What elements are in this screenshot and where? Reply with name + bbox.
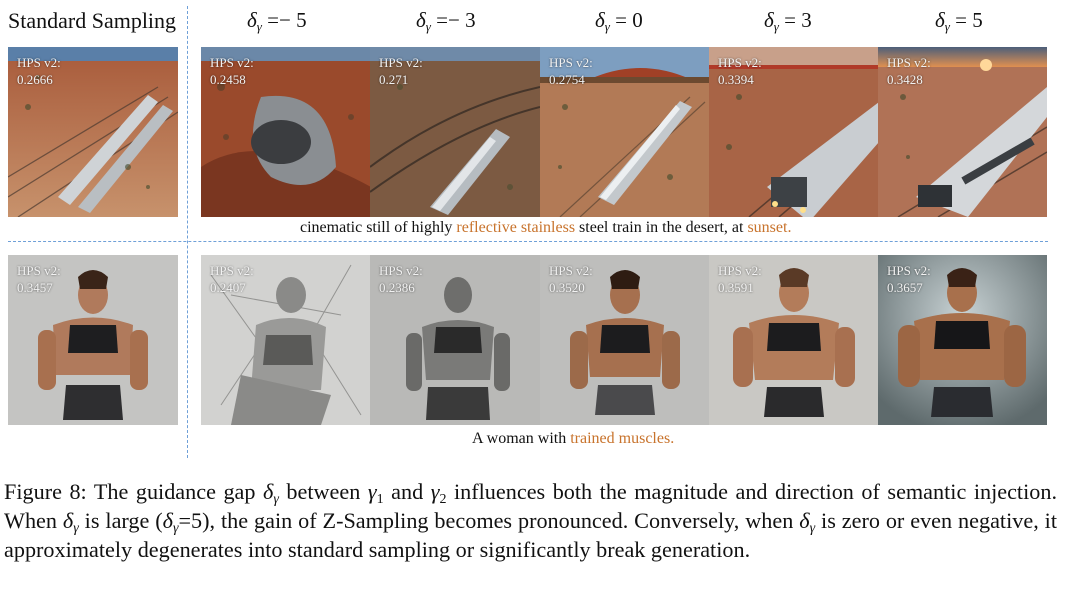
column-header-delta-3: δγ = 3 xyxy=(764,8,812,34)
horizontal-separator xyxy=(8,241,1048,242)
train-image-delta-minus3: HPS v2: 0.271 xyxy=(370,47,540,217)
train-image-delta-5: HPS v2: 0.3428 xyxy=(878,47,1047,217)
hps-score-label: HPS v2: 0.3657 xyxy=(887,263,931,295)
woman-image-delta-5: HPS v2: 0.3657 xyxy=(878,255,1047,425)
column-header-delta-minus3: δγ =− 3 xyxy=(416,8,476,34)
train-image-delta-0: HPS v2: 0.2754 xyxy=(540,47,710,217)
woman-image-delta-3: HPS v2: 0.3591 xyxy=(709,255,879,425)
woman-image-delta-minus3: HPS v2: 0.2386 xyxy=(370,255,540,425)
train-image-delta-minus5: HPS v2: 0.2458 xyxy=(201,47,371,217)
column-header-delta-minus5: δγ =− 5 xyxy=(247,8,307,34)
column-header-delta-0: δγ = 0 xyxy=(595,8,643,34)
hps-score-label: HPS v2: 0.3520 xyxy=(549,263,593,295)
hps-score-label: HPS v2: 0.3591 xyxy=(718,263,762,295)
column-header-delta-5: δγ = 5 xyxy=(935,8,983,34)
hps-score-label: HPS v2: 0.2754 xyxy=(549,55,593,87)
hps-score-label: HPS v2: 0.3394 xyxy=(718,55,762,87)
hps-score-label: HPS v2: 0.2407 xyxy=(210,263,254,295)
vertical-separator xyxy=(187,6,188,458)
woman-image-delta-0: HPS v2: 0.3520 xyxy=(540,255,710,425)
standard-sampling-header: Standard Sampling xyxy=(8,8,177,33)
hps-score-label: HPS v2: 0.271 xyxy=(379,55,423,87)
hps-score-label: HPS v2: 0.3457 xyxy=(17,263,61,295)
figure-caption: Figure 8: The guidance gap δγ between γ1… xyxy=(4,479,1057,562)
train-image-standard: HPS v2: 0.2666 xyxy=(8,47,178,217)
train-image-delta-3: HPS v2: 0.3394 xyxy=(709,47,879,217)
hps-score-label: HPS v2: 0.2666 xyxy=(17,55,61,87)
woman-prompt-caption: A woman with trained muscles. xyxy=(472,430,675,447)
hps-score-label: HPS v2: 0.2386 xyxy=(379,263,423,295)
train-prompt-caption: cinematic still of highly reflective sta… xyxy=(300,219,792,236)
woman-image-delta-minus5: HPS v2: 0.2407 xyxy=(201,255,371,425)
hps-score-label: HPS v2: 0.2458 xyxy=(210,55,254,87)
woman-image-standard: HPS v2: 0.3457 xyxy=(8,255,178,425)
hps-score-label: HPS v2: 0.3428 xyxy=(887,55,931,87)
